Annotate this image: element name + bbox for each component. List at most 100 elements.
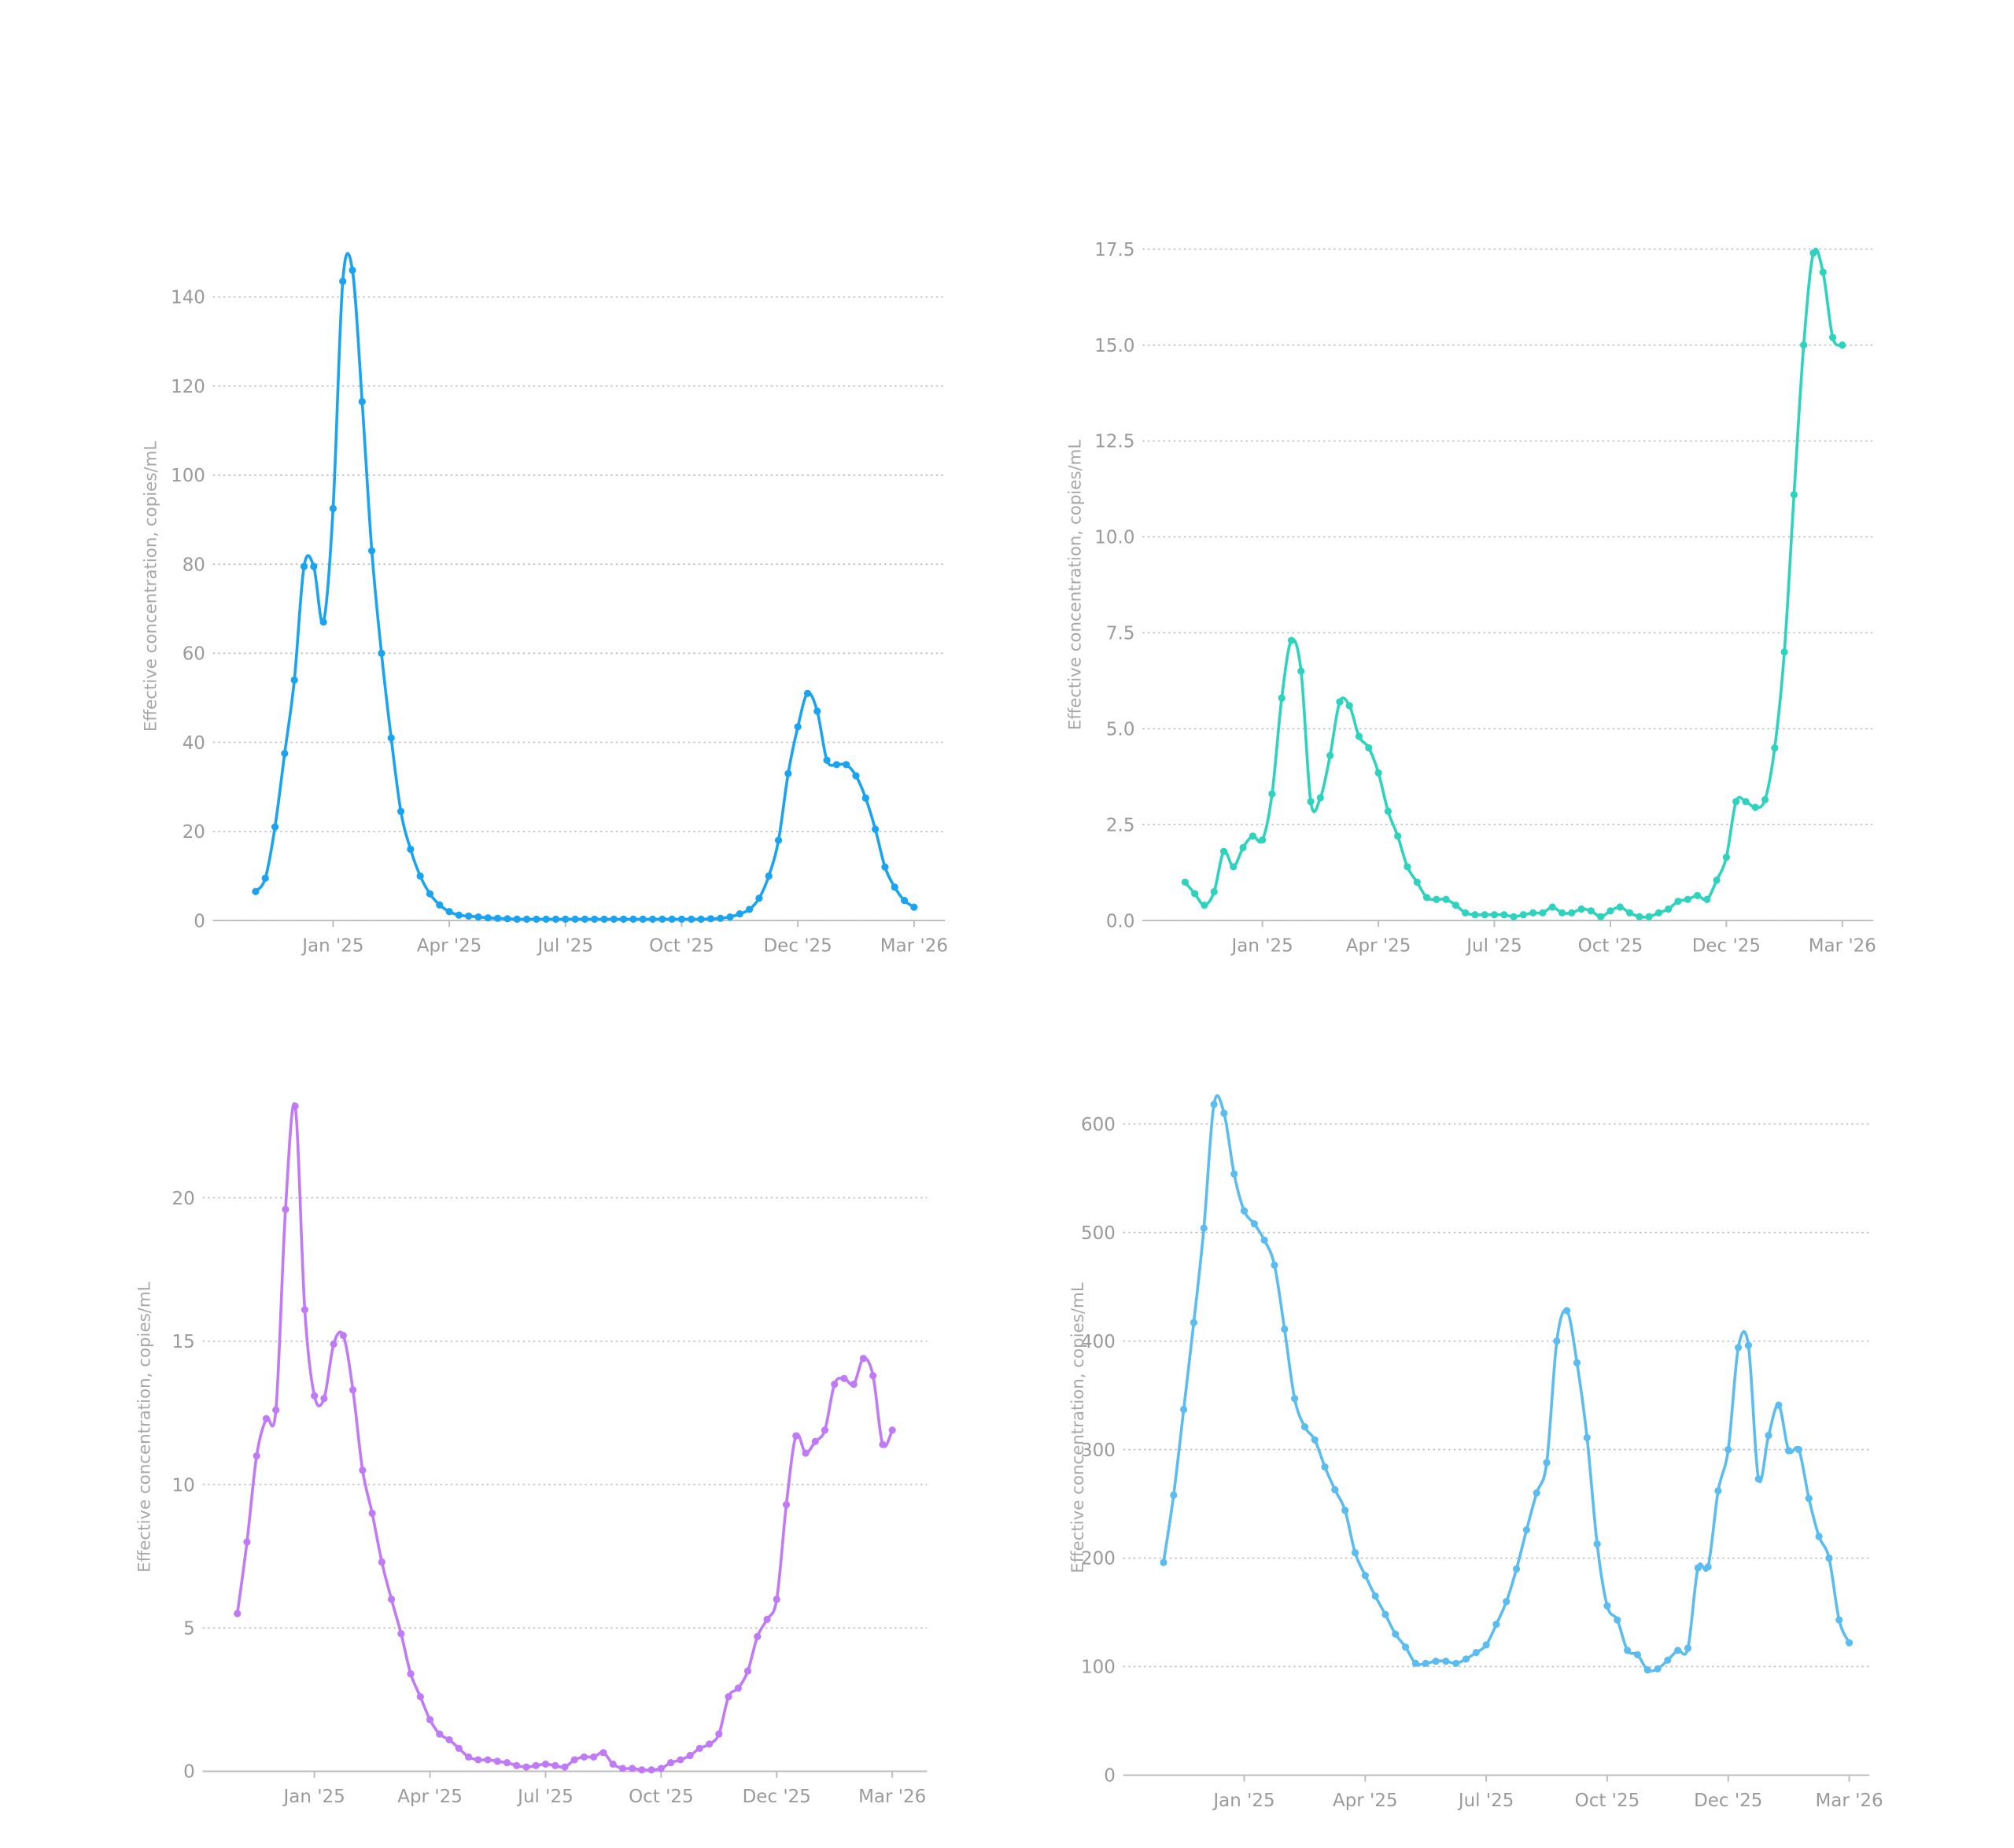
point (1160, 1558, 1167, 1566)
point (290, 676, 298, 684)
point (1462, 909, 1470, 917)
x-tick-label: Jan '25 (282, 1787, 345, 1807)
point (1539, 909, 1547, 917)
point (1522, 1526, 1530, 1534)
point (746, 906, 754, 913)
point (300, 563, 308, 570)
point (416, 872, 424, 880)
point (1371, 1592, 1379, 1600)
point (1587, 907, 1595, 915)
point (1268, 790, 1276, 798)
point (813, 707, 821, 715)
point (668, 915, 676, 923)
y-tick-label: 80 (183, 555, 205, 575)
point (1583, 1433, 1591, 1442)
point (754, 1632, 762, 1640)
point (291, 1102, 299, 1110)
point (562, 915, 570, 923)
x-tick-label: Oct '25 (629, 1787, 694, 1807)
point (1341, 1507, 1349, 1514)
point (484, 914, 492, 922)
point (1519, 911, 1527, 919)
point (311, 1392, 319, 1400)
point (1432, 1657, 1440, 1665)
y-axis-label: Effective concentration, copies/mL (135, 1282, 154, 1573)
point (397, 807, 405, 815)
point (1563, 1307, 1571, 1315)
point (1345, 702, 1353, 710)
point (792, 1432, 800, 1440)
point (1230, 863, 1238, 871)
y-tick-label: 2.5 (1106, 815, 1135, 835)
point (610, 915, 618, 923)
point (1742, 798, 1750, 806)
line (254, 252, 915, 921)
point (1693, 891, 1702, 899)
point (591, 915, 599, 923)
point (1452, 1659, 1460, 1667)
point (1331, 1486, 1339, 1494)
point (493, 1758, 501, 1765)
point (349, 1386, 357, 1394)
point (1785, 1447, 1793, 1455)
point (715, 1730, 723, 1738)
point (872, 825, 880, 833)
point (1503, 1598, 1510, 1606)
point (1512, 1565, 1521, 1573)
point (1625, 909, 1634, 917)
point (426, 890, 434, 898)
y-tick-label: 20 (172, 1189, 195, 1209)
point (271, 823, 279, 831)
point (1724, 1445, 1732, 1454)
y-tick-label: 500 (1081, 1223, 1116, 1244)
point (1835, 1616, 1843, 1624)
x-tick-label: Mar '26 (858, 1787, 926, 1807)
point (445, 908, 453, 916)
point (1307, 798, 1315, 806)
point (765, 872, 773, 880)
point (1744, 1341, 1752, 1349)
point (861, 794, 869, 802)
point (1636, 913, 1643, 920)
point (1355, 732, 1363, 740)
point (533, 915, 540, 923)
point (1694, 1564, 1702, 1572)
point (600, 915, 608, 923)
point (1684, 1644, 1692, 1652)
point (349, 266, 356, 275)
point (639, 915, 647, 923)
point (840, 1374, 848, 1382)
y-tick-label: 5 (183, 1618, 195, 1639)
point (1316, 794, 1324, 802)
point (784, 769, 792, 777)
point (571, 915, 579, 923)
point (1472, 1648, 1480, 1657)
point (695, 1744, 703, 1752)
point (1290, 1395, 1299, 1403)
point (1548, 903, 1556, 911)
point (590, 1753, 598, 1761)
point (387, 1595, 396, 1603)
point (339, 1331, 347, 1340)
point (387, 734, 395, 742)
point (1704, 1562, 1712, 1571)
point (320, 1395, 328, 1403)
chart: 0 100 200 300 400 500 600 Jan '25 Apr '25 Jul '25… (1068, 1094, 1883, 1811)
point (1603, 1602, 1611, 1610)
point (609, 1760, 617, 1768)
point (1191, 890, 1199, 898)
point (1751, 803, 1759, 811)
point (494, 914, 502, 922)
point (1384, 807, 1392, 815)
point (1490, 911, 1499, 919)
chart: 0 20 40 60 80 100 120 140 Jan '25 Apr '25 Jul '25 O… (142, 252, 948, 956)
point (1278, 694, 1285, 702)
point (1714, 1487, 1722, 1495)
point (1287, 636, 1296, 644)
point (329, 504, 337, 512)
point (1828, 334, 1837, 341)
point (1451, 901, 1459, 909)
point (1260, 1236, 1268, 1244)
